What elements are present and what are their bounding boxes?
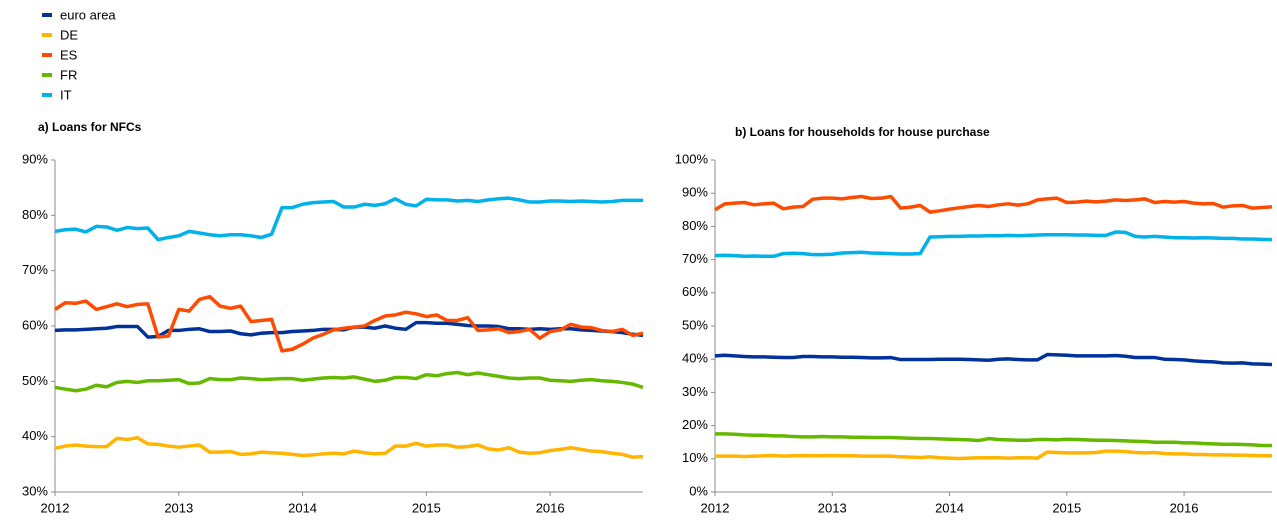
y-tick-label: 50% <box>682 317 708 332</box>
y-tick-label: 60% <box>682 284 708 299</box>
series-line <box>715 449 1272 461</box>
y-tick-label: 100% <box>675 151 709 166</box>
x-tick-label: 2015 <box>1052 500 1081 515</box>
y-tick-label: 70% <box>22 262 48 277</box>
series-line <box>54 436 644 459</box>
x-tick-label: 2013 <box>164 500 193 515</box>
panel-title: a) Loans for NFCs <box>38 120 142 134</box>
y-tick-label: 40% <box>682 351 708 366</box>
y-tick-label: 30% <box>682 384 708 399</box>
series-line <box>714 194 1273 214</box>
y-tick-label: 90% <box>22 151 48 166</box>
x-tick-label: 2012 <box>41 500 70 515</box>
x-tick-label: 2016 <box>1170 500 1199 515</box>
legend-label: ES <box>60 47 78 62</box>
series-line <box>54 294 644 353</box>
y-tick-label: 10% <box>682 450 708 465</box>
series-line <box>714 352 1273 367</box>
y-tick-label: 90% <box>682 185 708 200</box>
x-tick-label: 2013 <box>818 500 847 515</box>
y-tick-label: 0% <box>689 483 708 498</box>
x-tick-label: 2014 <box>935 500 964 515</box>
x-tick-label: 2016 <box>536 500 565 515</box>
panel-title: b) Loans for households for house purcha… <box>735 125 990 139</box>
y-tick-label: 70% <box>682 251 708 266</box>
legend-label: FR <box>60 67 77 82</box>
series-line <box>54 196 643 242</box>
x-tick-label: 2014 <box>288 500 317 515</box>
x-tick-label: 2015 <box>412 500 441 515</box>
series-line <box>54 370 644 393</box>
y-tick-label: 40% <box>22 428 48 443</box>
series-line <box>715 432 1272 448</box>
y-tick-label: 50% <box>22 373 48 388</box>
y-tick-label: 80% <box>22 207 48 222</box>
series-line <box>714 230 1273 259</box>
x-tick-label: 2012 <box>701 500 730 515</box>
y-tick-label: 80% <box>682 218 708 233</box>
legend-label: DE <box>60 27 78 42</box>
legend-label: IT <box>60 87 72 102</box>
y-tick-label: 30% <box>22 483 48 498</box>
y-tick-label: 20% <box>682 417 708 432</box>
legend-label: euro area <box>60 7 116 22</box>
y-tick-label: 60% <box>22 317 48 332</box>
